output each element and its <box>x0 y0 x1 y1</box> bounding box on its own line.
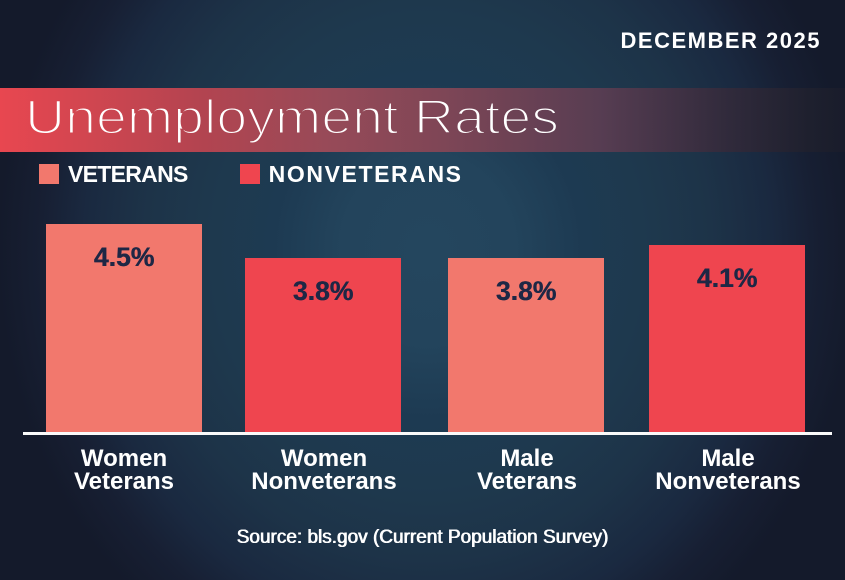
svg-text:Unemployment Rates: Unemployment Rates <box>25 91 559 144</box>
